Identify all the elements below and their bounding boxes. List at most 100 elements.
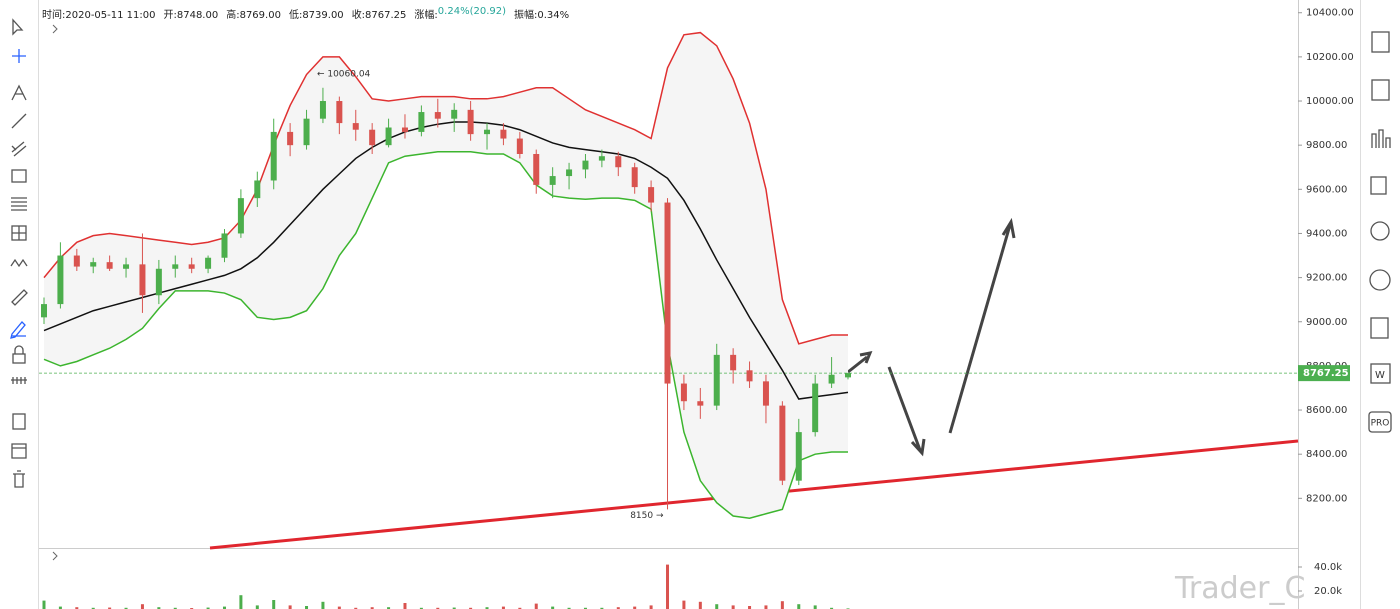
brush-tool[interactable] — [10, 321, 26, 339]
add-icon[interactable] — [1370, 176, 1387, 195]
volume-bar — [255, 605, 259, 609]
fib-tool[interactable] — [11, 141, 27, 157]
candle-body — [254, 180, 261, 199]
watchlist-icon[interactable] — [1371, 31, 1390, 53]
candle-body — [697, 401, 704, 406]
volume-bar — [715, 604, 719, 609]
candle-body — [631, 167, 638, 188]
candle-body — [205, 257, 212, 269]
y-tick-label: 9200.00 — [1306, 273, 1347, 284]
candle-body — [566, 169, 573, 177]
volume-bar — [551, 606, 555, 609]
header-item: 开:8748.00 — [163, 10, 219, 21]
candle-body — [41, 304, 47, 318]
calendar-tool[interactable] — [11, 443, 27, 459]
volume-bar — [436, 607, 440, 609]
candle-body — [57, 255, 64, 305]
data-icon[interactable] — [1371, 129, 1391, 148]
volume-pane — [42, 564, 850, 609]
volume-bar — [633, 606, 637, 609]
clock-icon[interactable] — [1370, 221, 1390, 241]
candle-body — [287, 131, 294, 146]
arrow[interactable] — [847, 350, 873, 374]
cursor-tool[interactable] — [12, 18, 24, 36]
volume-bar — [666, 564, 670, 609]
pro-icon[interactable] — [1368, 411, 1392, 433]
volume-bar — [748, 606, 752, 609]
left-toolbar — [10, 18, 28, 488]
line-tool[interactable] — [11, 113, 27, 129]
lock-tool[interactable] — [12, 353, 26, 364]
candle-body — [664, 202, 671, 384]
header-item: 高:8769.00 — [226, 10, 281, 21]
lock-shackle — [14, 345, 24, 354]
candle-body — [500, 129, 507, 139]
y-tick-label: 8200.00 — [1306, 493, 1347, 504]
candle-body — [434, 112, 441, 119]
visibility-tool[interactable] — [11, 377, 27, 384]
volume-bar — [124, 607, 128, 609]
candle-body — [795, 432, 802, 481]
favorites-tool[interactable] — [12, 413, 26, 430]
right-sidebar — [1368, 31, 1392, 433]
candle-body — [401, 127, 408, 132]
volume-bar — [780, 601, 784, 609]
collapse-chevron[interactable] — [52, 551, 58, 561]
alerts-list-icon[interactable] — [1371, 79, 1390, 101]
volume-bar — [140, 604, 144, 609]
candle-body — [467, 109, 474, 135]
volume-bar — [403, 603, 407, 609]
candle-body — [779, 405, 786, 481]
candle-body — [648, 187, 655, 203]
volume-bar — [649, 605, 653, 609]
header-item: 时间:2020-05-11 11:00 — [42, 10, 156, 21]
candle-body — [123, 264, 130, 269]
collapse-chevron[interactable] — [52, 24, 58, 34]
delete-tool[interactable] — [13, 470, 25, 488]
volume-bar — [616, 607, 620, 609]
volume-bar — [91, 607, 95, 609]
candle-body — [582, 160, 589, 170]
wave-tool[interactable] — [10, 258, 28, 268]
ideas-icon[interactable] — [1369, 269, 1391, 291]
volume-bar — [501, 606, 505, 609]
volume-bar — [534, 603, 538, 609]
crosshair-tool[interactable] — [12, 49, 26, 63]
w-icon[interactable] — [1370, 363, 1391, 384]
news-icon[interactable] — [1370, 317, 1389, 339]
candle-body — [598, 156, 605, 161]
sidebar-label: PRO — [1371, 419, 1390, 429]
sidebar-label: W — [1375, 370, 1385, 381]
shape-tool[interactable] — [11, 169, 27, 183]
volume-bar — [419, 607, 423, 609]
volume-bar — [797, 604, 801, 609]
candle-body — [188, 264, 195, 269]
volume-bar — [108, 607, 112, 609]
volume-bar — [830, 607, 834, 609]
header-item: 涨幅: — [414, 10, 438, 21]
y-tick-label: 9600.00 — [1306, 184, 1347, 195]
pattern-tool[interactable] — [11, 197, 27, 211]
text-tool[interactable] — [11, 84, 27, 101]
max-label: ← 10060.04 — [317, 69, 371, 79]
volume-bar — [452, 607, 456, 609]
candle-body — [90, 262, 97, 267]
volume-bar — [682, 600, 686, 609]
candle-body — [73, 255, 80, 267]
arrow[interactable] — [948, 217, 1016, 434]
candle-body — [155, 268, 162, 296]
arrow[interactable] — [887, 366, 926, 457]
volume-bar — [305, 606, 309, 609]
candle-body — [549, 176, 556, 185]
ruler-tool[interactable] — [11, 289, 28, 306]
volume-bar — [42, 600, 46, 609]
candle-body — [172, 264, 179, 269]
last-price-box — [1298, 365, 1350, 382]
watermark: Trader_C — [1174, 571, 1305, 606]
volume-bar — [387, 607, 391, 609]
candle-body — [762, 381, 769, 406]
volume-bar — [272, 600, 276, 609]
candle-body — [369, 129, 376, 146]
